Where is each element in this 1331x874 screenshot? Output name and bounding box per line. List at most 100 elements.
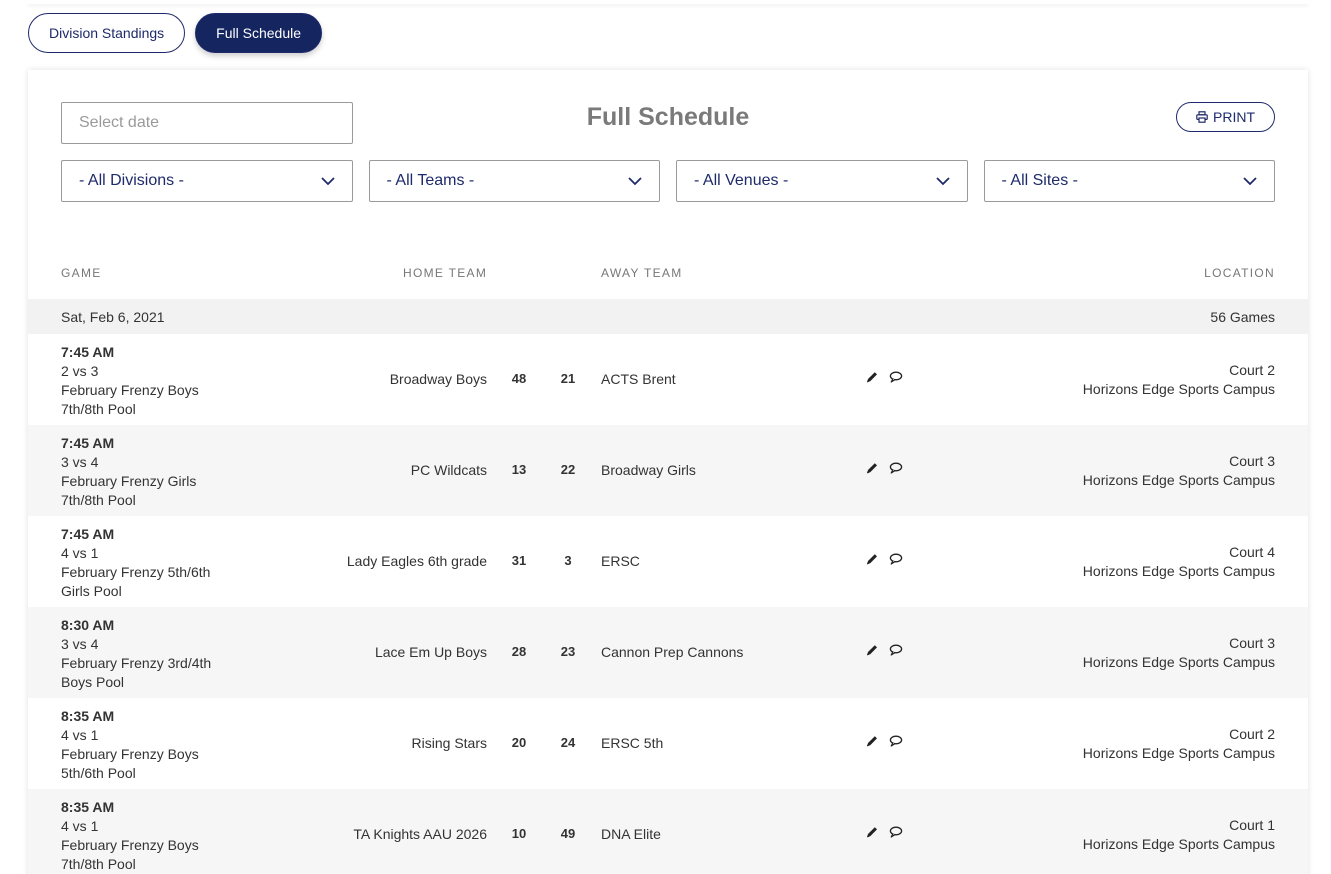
- pencil-icon[interactable]: [865, 461, 879, 475]
- home-team[interactable]: Rising Stars: [411, 735, 487, 751]
- chevron-down-icon: [320, 176, 335, 185]
- comment-icon[interactable]: [889, 734, 903, 748]
- away-team[interactable]: ACTS Brent: [601, 371, 676, 387]
- game-site: Horizons Edge Sports Campus: [1082, 563, 1275, 579]
- print-label: PRINT: [1213, 109, 1255, 125]
- chevron-down-icon: [935, 176, 950, 185]
- away-team[interactable]: Cannon Prep Cannons: [601, 644, 744, 660]
- top-shadow: [28, 0, 1308, 4]
- row-actions: [865, 552, 903, 566]
- venue-select-value: - All Venues -: [694, 172, 789, 189]
- home-score: 20: [511, 735, 527, 750]
- game-court: Court 3: [1229, 453, 1275, 469]
- away-score: 22: [560, 462, 576, 477]
- away-team[interactable]: Broadway Girls: [601, 462, 696, 478]
- away-score: 21: [560, 371, 576, 386]
- team-select-value: - All Teams -: [386, 172, 475, 189]
- venue-select[interactable]: - All Venues -: [676, 160, 968, 202]
- table-header: GAME HOME TEAM AWAY TEAM LOCATION: [28, 266, 1308, 286]
- comment-icon[interactable]: [889, 370, 903, 384]
- game-time: 8:35 AM: [61, 708, 115, 724]
- game-info: 8:35 AM 4 vs 1 February Frenzy Boys 5th/…: [61, 707, 231, 783]
- table-row: 7:45 AM 4 vs 1 February Frenzy 5th/6th G…: [28, 516, 1308, 607]
- filter-bar: - All Divisions - - All Teams - - All Ve…: [61, 160, 1275, 202]
- chevron-down-icon: [1243, 176, 1257, 185]
- game-time: 7:45 AM: [61, 526, 115, 542]
- column-header-home-team: HOME TEAM: [403, 266, 488, 280]
- game-court: Court 1: [1229, 817, 1275, 833]
- print-button[interactable]: PRINT: [1176, 102, 1275, 132]
- table-row: 7:45 AM 2 vs 3 February Frenzy Boys 7th/…: [28, 334, 1308, 425]
- pencil-icon[interactable]: [865, 370, 879, 384]
- home-score: 13: [511, 462, 527, 477]
- site-select[interactable]: - All Sites -: [983, 160, 1275, 202]
- game-division: February Frenzy 3rd/4th Boys Pool: [61, 655, 212, 690]
- column-header-away-team: AWAY TEAM: [601, 266, 683, 280]
- game-info: 8:35 AM 4 vs 1 February Frenzy Boys 7th/…: [61, 798, 231, 874]
- tab-full-schedule[interactable]: Full Schedule: [195, 13, 322, 53]
- home-score: 28: [511, 644, 527, 659]
- home-score: 48: [511, 371, 527, 386]
- game-matchup: 4 vs 1: [61, 727, 99, 743]
- game-matchup: 3 vs 4: [61, 454, 99, 470]
- game-location: Court 3 Horizons Edge Sports Campus: [1083, 452, 1275, 490]
- tab-division-standings[interactable]: Division Standings: [28, 13, 186, 53]
- site-select-value: - All Sites -: [1001, 172, 1078, 189]
- pencil-icon[interactable]: [865, 552, 879, 566]
- page-title: Full Schedule: [586, 103, 750, 131]
- printer-icon: [1196, 111, 1208, 123]
- game-matchup: 2 vs 3: [61, 363, 99, 379]
- comment-icon[interactable]: [889, 461, 903, 475]
- game-site: Horizons Edge Sports Campus: [1082, 654, 1275, 670]
- away-score: 23: [560, 644, 576, 659]
- game-division: February Frenzy Boys 7th/8th Pool: [61, 382, 199, 417]
- team-select[interactable]: - All Teams -: [368, 160, 660, 202]
- home-team[interactable]: Lady Eagles 6th grade: [346, 553, 487, 569]
- home-team[interactable]: Lace Em Up Boys: [374, 644, 487, 660]
- game-time: 8:35 AM: [61, 799, 115, 815]
- game-site: Horizons Edge Sports Campus: [1082, 472, 1275, 488]
- chevron-down-icon: [628, 176, 642, 185]
- away-score: 3: [564, 553, 572, 568]
- comment-icon[interactable]: [889, 825, 903, 839]
- game-info: 8:30 AM 3 vs 4 February Frenzy 3rd/4th B…: [61, 616, 231, 692]
- home-team[interactable]: Broadway Boys: [389, 371, 487, 387]
- game-court: Court 4: [1229, 544, 1275, 560]
- division-select[interactable]: - All Divisions -: [61, 160, 353, 202]
- game-location: Court 2 Horizons Edge Sports Campus: [1083, 361, 1275, 399]
- game-site: Horizons Edge Sports Campus: [1082, 745, 1275, 761]
- division-select-value: - All Divisions -: [79, 172, 184, 189]
- game-location: Court 2 Horizons Edge Sports Campus: [1083, 725, 1275, 763]
- away-team[interactable]: DNA Elite: [601, 826, 661, 842]
- date-picker-input[interactable]: [61, 102, 353, 144]
- pencil-icon[interactable]: [865, 643, 879, 657]
- table-row: 8:35 AM 4 vs 1 February Frenzy Boys 5th/…: [28, 698, 1308, 789]
- home-score: 31: [511, 553, 527, 568]
- game-court: Court 3: [1229, 635, 1275, 651]
- comment-icon[interactable]: [889, 643, 903, 657]
- home-team[interactable]: PC Wildcats: [410, 462, 487, 478]
- game-location: Court 3 Horizons Edge Sports Campus: [1083, 634, 1275, 672]
- date-group-count: 56 Games: [1210, 309, 1275, 325]
- game-time: 7:45 AM: [61, 344, 115, 360]
- game-info: 7:45 AM 3 vs 4 February Frenzy Girls 7th…: [61, 434, 231, 510]
- away-team[interactable]: ERSC: [601, 553, 640, 569]
- home-team[interactable]: TA Knights AAU 2026: [353, 826, 487, 842]
- row-actions: [865, 461, 903, 475]
- game-info: 7:45 AM 2 vs 3 February Frenzy Boys 7th/…: [61, 343, 231, 419]
- date-group-date: Sat, Feb 6, 2021: [61, 309, 165, 325]
- pencil-icon[interactable]: [865, 734, 879, 748]
- pencil-icon[interactable]: [865, 825, 879, 839]
- game-matchup: 3 vs 4: [61, 636, 99, 652]
- games-list: 7:45 AM 2 vs 3 February Frenzy Boys 7th/…: [28, 334, 1308, 874]
- table-row: 7:45 AM 3 vs 4 February Frenzy Girls 7th…: [28, 425, 1308, 516]
- game-matchup: 4 vs 1: [61, 818, 99, 834]
- game-site: Horizons Edge Sports Campus: [1082, 836, 1275, 852]
- comment-icon[interactable]: [889, 552, 903, 566]
- column-header-game: GAME: [61, 266, 102, 280]
- view-tabs: Division Standings Full Schedule: [28, 13, 322, 53]
- game-time: 8:30 AM: [61, 617, 115, 633]
- row-actions: [865, 643, 903, 657]
- game-time: 7:45 AM: [61, 435, 115, 451]
- away-team[interactable]: ERSC 5th: [601, 735, 664, 751]
